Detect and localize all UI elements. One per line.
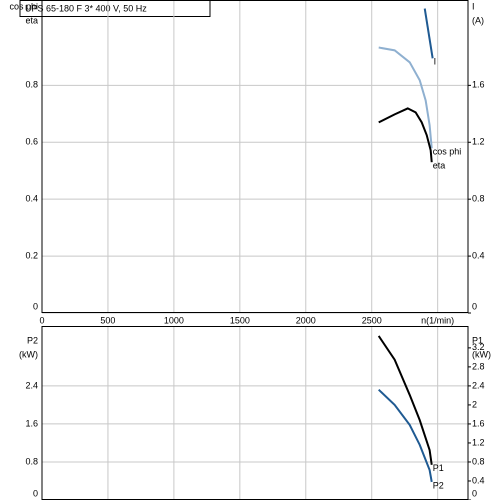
panel: 0 500 1000 1500 2000 2500 n(1/min) 0 0.2 0.4 0.6 0.… xyxy=(9,0,485,325)
y2-axis-label: (kW) xyxy=(472,349,491,359)
chart-title: UPS 65-180 F 3* 400 V, 50 Hz xyxy=(25,3,147,13)
y-axis-label: cos phi xyxy=(9,1,38,11)
y-tick-label: 2.4 xyxy=(25,380,38,390)
panel: 0 0.8 1.6 2.4 0 0.4 0.8 1.2 1.6 2 2.4 2.8 3.2 P2 (kW) P… xyxy=(19,326,491,500)
y-tick-label: 0.4 xyxy=(25,194,38,204)
y2-tick-label: 2.4 xyxy=(472,380,485,390)
x-tick-label: 2000 xyxy=(296,315,316,325)
y2-tick-label: 2 xyxy=(472,399,477,409)
y2-tick-label: 0 xyxy=(472,488,477,498)
y2-tick-label: 0 xyxy=(472,301,477,311)
y2-tick-label: 0.4 xyxy=(472,250,485,260)
series-line xyxy=(423,8,434,59)
y2-tick-label: 2.8 xyxy=(472,361,485,371)
y-tick-label: 0.8 xyxy=(25,456,38,466)
y2-axis-label: (A) xyxy=(472,15,484,25)
series-label: P2 xyxy=(433,480,444,490)
series-line xyxy=(378,46,433,149)
x-tick-label: 2500 xyxy=(362,315,382,325)
y-axis-label: eta xyxy=(25,15,38,25)
y2-tick-label: 0.4 xyxy=(472,475,485,485)
y2-tick-label: 1.6 xyxy=(472,80,485,90)
y2-tick-label: 1.2 xyxy=(472,137,485,147)
y-axis-label: (kW) xyxy=(19,349,38,359)
series-label: I xyxy=(434,57,437,67)
y-tick-label: 0.8 xyxy=(25,80,38,90)
y-tick-label: 1.6 xyxy=(25,418,38,428)
y2-tick-label: 0.8 xyxy=(472,456,485,466)
plot-frame xyxy=(41,0,469,313)
series-label: P1 xyxy=(433,463,444,473)
series-line xyxy=(378,107,433,163)
y2-tick-label: 3.2 xyxy=(472,342,485,352)
x-tick-label: 1000 xyxy=(164,315,184,325)
y-axis-label: P2 xyxy=(27,335,38,345)
y-tick-label: 0 xyxy=(33,488,38,498)
series-label: eta xyxy=(433,161,446,171)
y-tick-label: 0.2 xyxy=(25,250,38,260)
y-tick-label: 0.6 xyxy=(25,137,38,147)
x-tick-label: n(1/min) xyxy=(421,315,454,325)
series-line xyxy=(377,335,433,465)
y2-tick-label: 1.2 xyxy=(472,437,485,447)
x-tick-label: 0 xyxy=(39,315,44,325)
series-line xyxy=(378,388,433,483)
y2-tick-label: 1.6 xyxy=(472,418,485,428)
plot-frame xyxy=(41,326,469,500)
y2-axis-label: P1 xyxy=(472,335,483,345)
x-tick-label: 500 xyxy=(100,315,115,325)
y-tick-label: 0 xyxy=(33,301,38,311)
y2-tick-label: 0.8 xyxy=(472,194,485,204)
x-tick-label: 1500 xyxy=(230,315,250,325)
y2-axis-label: I xyxy=(472,1,475,11)
series-label: cos phi xyxy=(433,147,462,157)
